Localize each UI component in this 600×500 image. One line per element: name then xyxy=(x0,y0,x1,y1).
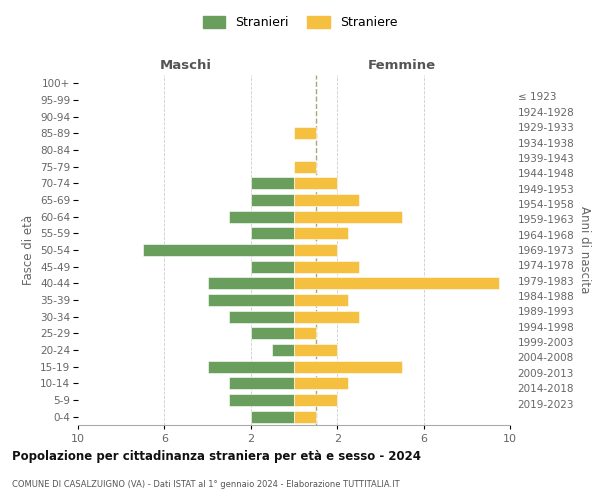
Y-axis label: Fasce di età: Fasce di età xyxy=(22,215,35,285)
Legend: Stranieri, Straniere: Stranieri, Straniere xyxy=(197,11,403,34)
Bar xyxy=(251,260,294,272)
Bar xyxy=(229,210,294,222)
Bar xyxy=(272,344,294,356)
Bar xyxy=(294,294,348,306)
Bar xyxy=(294,178,337,190)
Bar xyxy=(294,228,348,239)
Bar xyxy=(294,360,402,372)
Bar xyxy=(294,378,348,390)
Bar xyxy=(294,410,316,422)
Bar xyxy=(294,328,316,340)
Bar xyxy=(294,128,316,140)
Bar xyxy=(251,178,294,190)
Bar xyxy=(229,378,294,390)
Bar xyxy=(251,328,294,340)
Bar xyxy=(251,410,294,422)
Bar xyxy=(229,310,294,322)
Text: Femmine: Femmine xyxy=(368,58,436,71)
Bar xyxy=(294,244,337,256)
Text: Maschi: Maschi xyxy=(160,58,212,71)
Bar xyxy=(208,360,294,372)
Text: Popolazione per cittadinanza straniera per età e sesso - 2024: Popolazione per cittadinanza straniera p… xyxy=(12,450,421,463)
Bar xyxy=(294,278,499,289)
Bar xyxy=(251,194,294,206)
Bar xyxy=(229,394,294,406)
Bar xyxy=(143,244,294,256)
Bar xyxy=(294,160,316,172)
Bar xyxy=(208,294,294,306)
Bar xyxy=(294,310,359,322)
Bar xyxy=(294,394,337,406)
Bar xyxy=(294,260,359,272)
Bar xyxy=(294,210,402,222)
Bar xyxy=(294,344,337,356)
Y-axis label: Anni di nascita: Anni di nascita xyxy=(578,206,591,294)
Bar xyxy=(208,278,294,289)
Text: COMUNE DI CASALZUIGNO (VA) - Dati ISTAT al 1° gennaio 2024 - Elaborazione TUTTIT: COMUNE DI CASALZUIGNO (VA) - Dati ISTAT … xyxy=(12,480,400,489)
Bar xyxy=(251,228,294,239)
Bar xyxy=(294,194,359,206)
